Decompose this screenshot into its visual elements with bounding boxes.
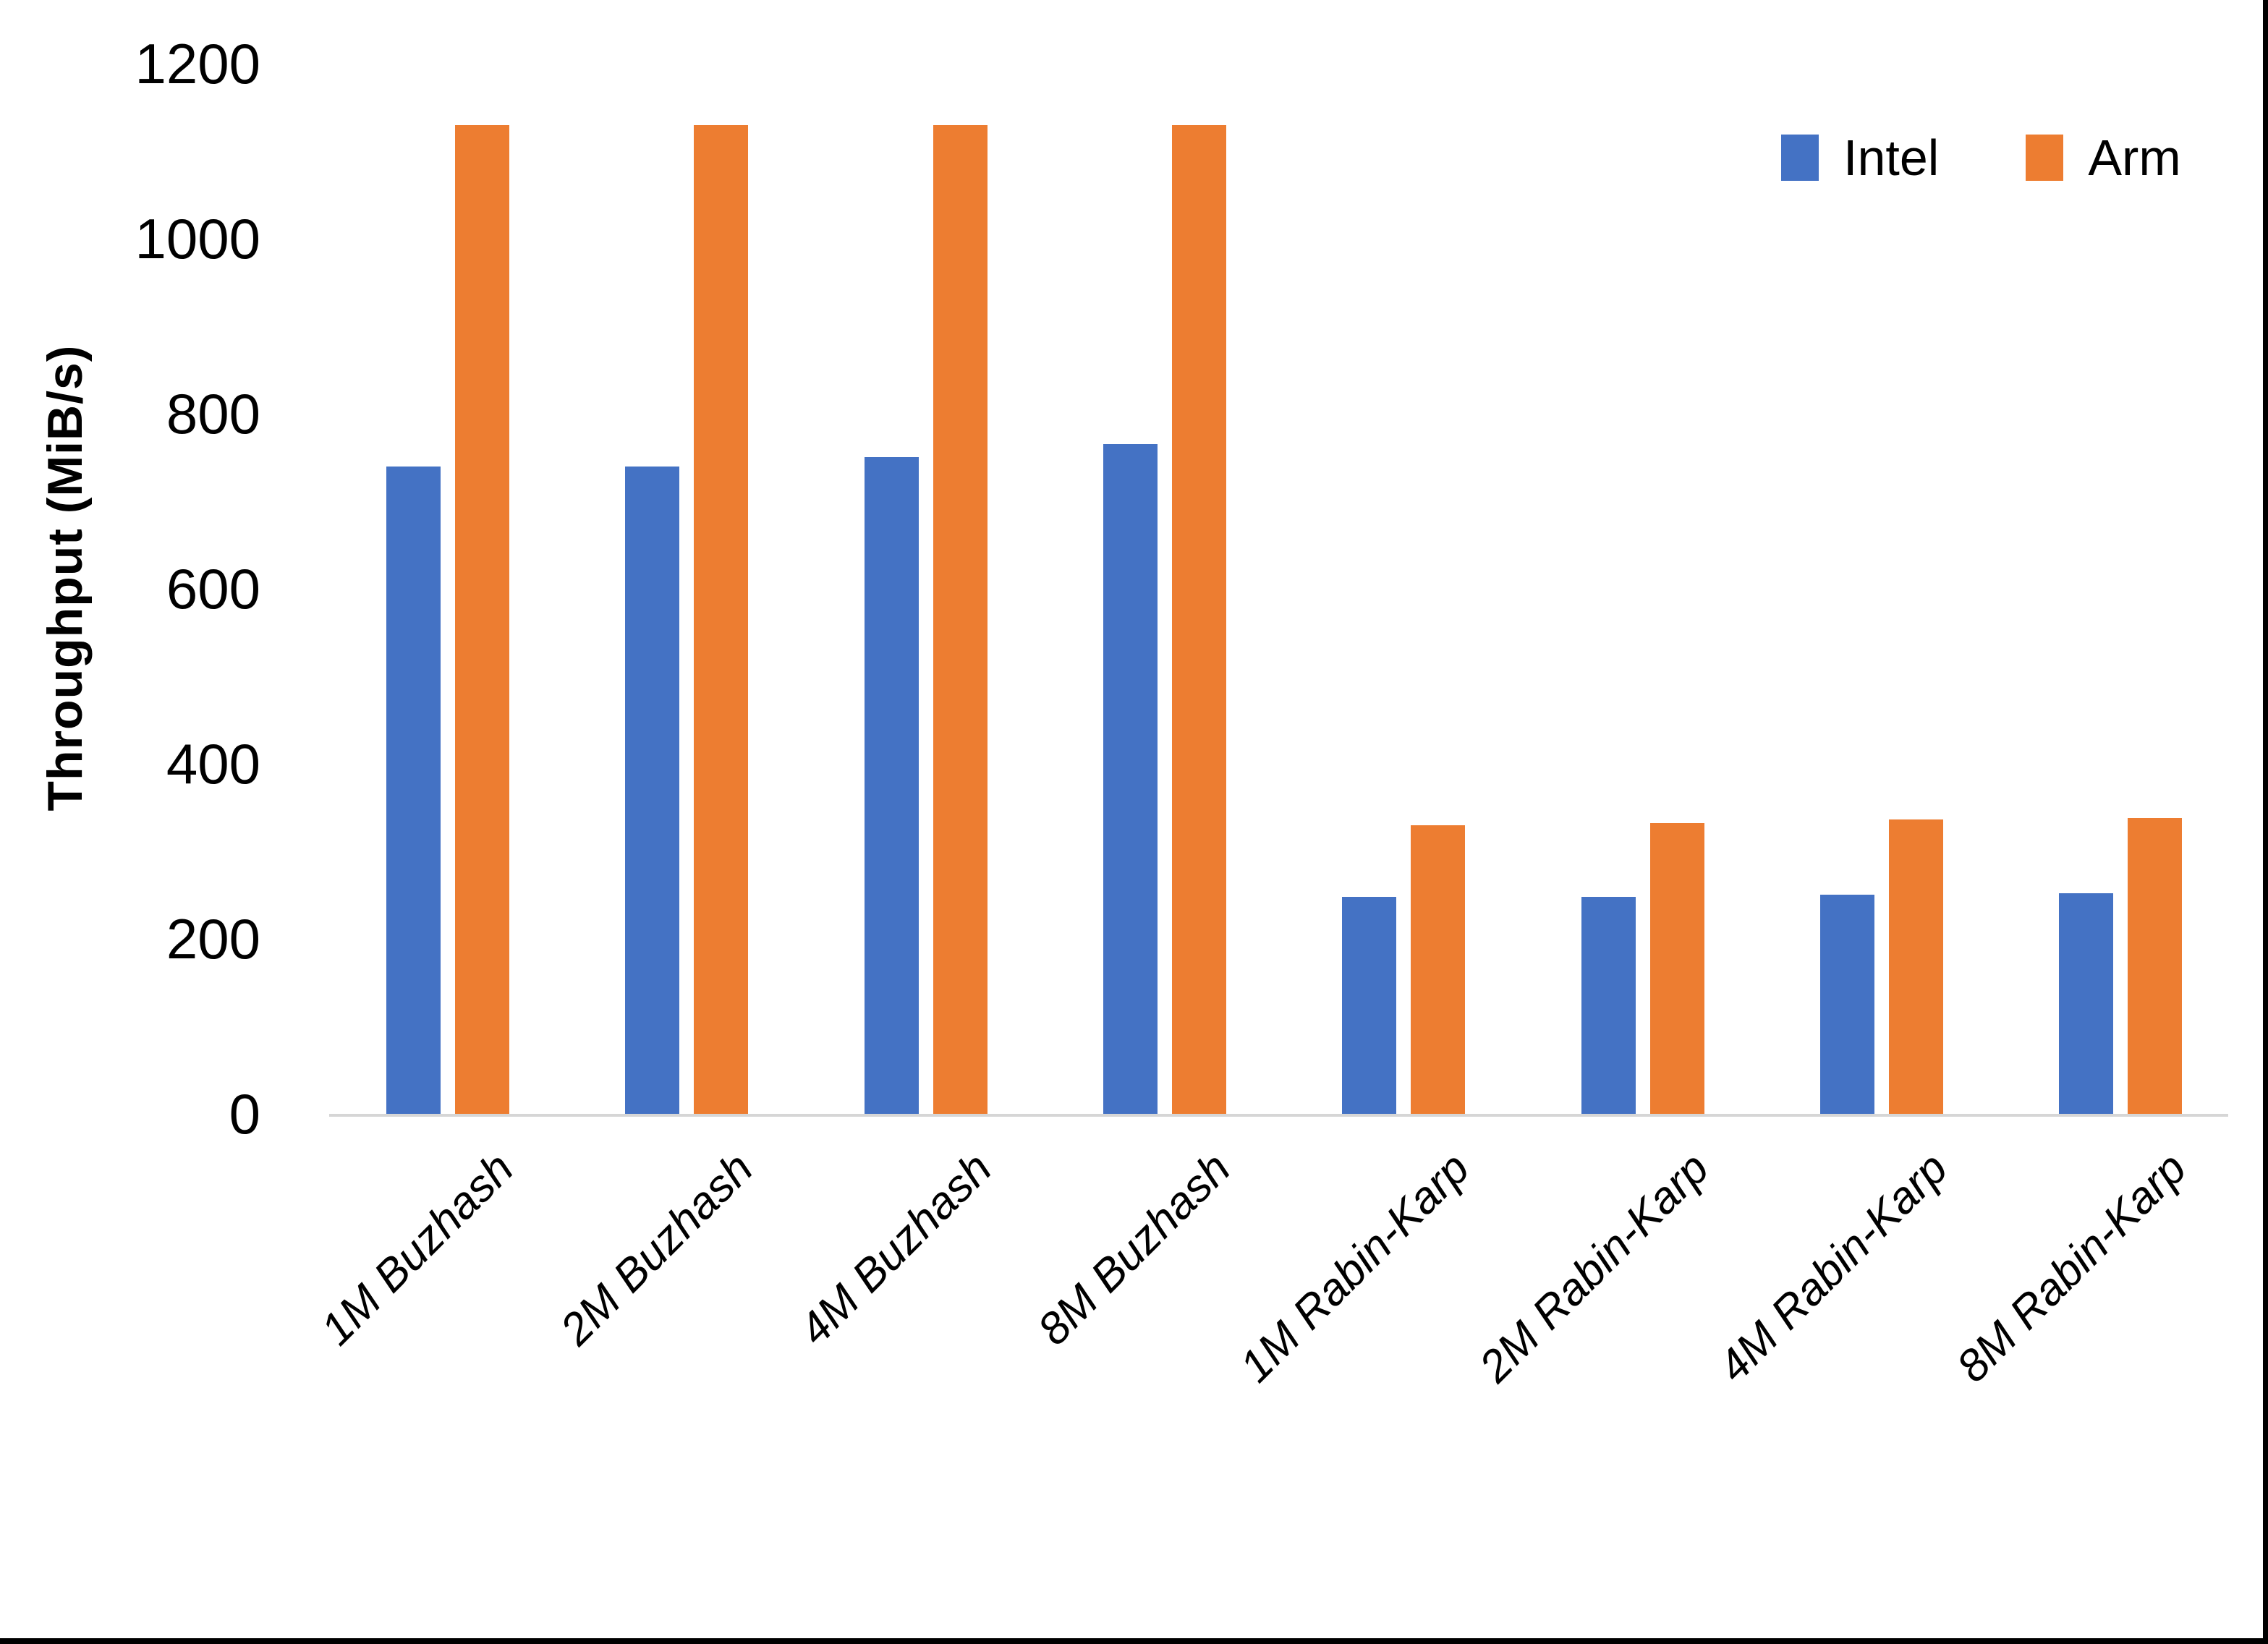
bar-intel-1m-buzhash bbox=[386, 467, 441, 1114]
bar-intel-4m-rabin-karp bbox=[1819, 895, 1874, 1114]
y-tick-label-200: 200 bbox=[166, 907, 260, 971]
screenshot-right-edge bbox=[2263, 0, 2268, 1644]
bar-intel-1m-rabin-karp bbox=[1342, 897, 1397, 1114]
x-axis-line bbox=[329, 1114, 2228, 1117]
bar-intel-2m-buzhash bbox=[625, 467, 680, 1114]
bar-intel-8m-rabin-karp bbox=[2059, 893, 2114, 1114]
x-tick-label-8m-rabin-karp: 8M Rabin-Karp bbox=[1947, 1143, 2196, 1392]
x-tick-label-2m-buzhash: 2M Buzhash bbox=[551, 1143, 763, 1355]
bar-arm-2m-rabin-karp bbox=[1649, 823, 1704, 1114]
bar-arm-1m-rabin-karp bbox=[1411, 825, 1466, 1114]
y-tick-label-0: 0 bbox=[229, 1082, 260, 1146]
legend-label-arm: Arm bbox=[2088, 129, 2181, 186]
legend: Intel Arm bbox=[1781, 129, 2181, 187]
x-tick-label-8m-buzhash: 8M Buzhash bbox=[1028, 1143, 1241, 1355]
legend-item-arm: Arm bbox=[2026, 129, 2181, 187]
bar-intel-4m-buzhash bbox=[864, 457, 919, 1114]
bar-arm-4m-rabin-karp bbox=[1888, 819, 1943, 1114]
y-tick-label-1200: 1200 bbox=[135, 32, 260, 95]
y-tick-label-400: 400 bbox=[166, 732, 260, 796]
arm-series-swatch-icon bbox=[2026, 135, 2064, 181]
y-tick-label-800: 800 bbox=[166, 382, 260, 446]
bar-arm-4m-buzhash bbox=[933, 125, 988, 1114]
intel-series-swatch-icon bbox=[1781, 135, 1819, 181]
bar-arm-2m-buzhash bbox=[694, 125, 749, 1114]
x-tick-label-4m-buzhash: 4M Buzhash bbox=[789, 1143, 1002, 1355]
screenshot-bottom-edge bbox=[0, 1638, 2268, 1644]
bar-arm-1m-buzhash bbox=[455, 125, 509, 1114]
bar-arm-8m-rabin-karp bbox=[2128, 818, 2183, 1114]
x-tick-label-4m-rabin-karp: 4M Rabin-Karp bbox=[1708, 1143, 1958, 1392]
x-tick-label-1m-buzhash: 1M Buzhash bbox=[312, 1143, 524, 1355]
x-tick-label-1m-rabin-karp: 1M Rabin-Karp bbox=[1231, 1143, 1479, 1392]
bar-intel-2m-rabin-karp bbox=[1581, 897, 1636, 1114]
legend-label-intel: Intel bbox=[1843, 129, 1940, 186]
x-tick-label-2m-rabin-karp: 2M Rabin-Karp bbox=[1469, 1143, 1718, 1392]
bar-intel-8m-buzhash bbox=[1103, 444, 1158, 1114]
y-tick-label-1000: 1000 bbox=[135, 207, 260, 271]
legend-item-intel: Intel bbox=[1781, 129, 1939, 187]
y-tick-label-600: 600 bbox=[166, 557, 260, 621]
bar-arm-8m-buzhash bbox=[1171, 125, 1226, 1114]
